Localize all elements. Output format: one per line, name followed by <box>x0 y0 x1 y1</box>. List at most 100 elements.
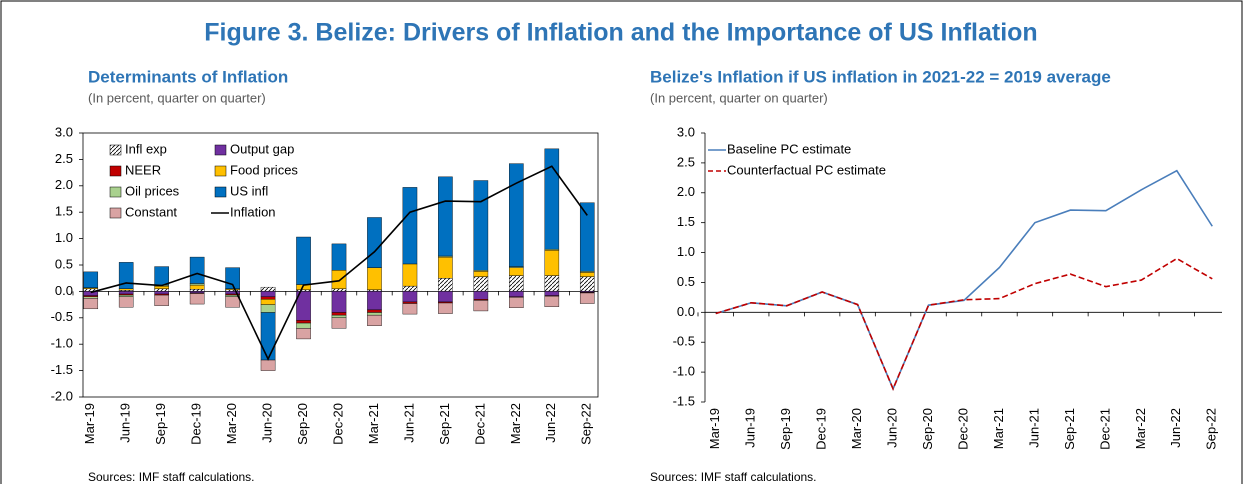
bar-segment <box>189 256 205 284</box>
x-tick-label: Dec-20 <box>330 403 345 445</box>
y-tick-label: 3.0 <box>55 124 73 139</box>
x-tick-label: Mar-20 <box>849 408 864 449</box>
y-tick-label: -2.0 <box>51 388 73 403</box>
legend-label: US infl <box>230 183 268 198</box>
bar-segment <box>260 286 276 292</box>
y-tick-label: -1.5 <box>673 393 695 408</box>
bar-segment <box>225 289 240 292</box>
bar-segment <box>402 303 418 315</box>
chart-subtitle: (In percent, quarter on quarter) <box>650 90 828 105</box>
legend-label: Oil prices <box>125 183 180 198</box>
bar-segment <box>367 217 382 268</box>
legend-label: Output gap <box>230 141 294 156</box>
bar-segment <box>367 267 382 291</box>
legend-label: Food prices <box>230 162 298 177</box>
legend-swatch <box>109 207 122 219</box>
bar-segment <box>118 294 134 297</box>
bar-segment <box>154 291 169 295</box>
legend-swatch <box>214 144 227 156</box>
x-tick-label: Sep-22 <box>579 403 594 445</box>
bar-segment <box>367 314 382 326</box>
y-tick-label: 1.0 <box>55 230 73 245</box>
bar-segment <box>579 276 595 292</box>
x-tick-label: Dec-21 <box>1097 408 1112 450</box>
bar-segment <box>509 291 524 297</box>
x-tick-label: Sep-19 <box>153 403 168 445</box>
chart-title: Determinants of Inflation <box>88 67 288 86</box>
x-tick-label: Jun-19 <box>743 408 758 448</box>
bar-segment <box>402 187 418 265</box>
source-note: Sources: IMF staff calculations. <box>88 470 255 484</box>
x-tick-label: Mar-22 <box>1133 408 1148 449</box>
bar-segment <box>83 271 99 288</box>
bar-segment <box>544 291 560 296</box>
bar-segment <box>473 291 489 300</box>
x-tick-label: Mar-19 <box>82 403 97 444</box>
chart-title: Belize's Inflation if US inflation in 20… <box>650 67 1111 86</box>
bar-segment <box>260 359 276 371</box>
bar-segment <box>544 148 560 250</box>
bar-segment <box>260 312 276 361</box>
bar-segment <box>402 263 418 287</box>
x-tick-label: Sep-21 <box>1062 408 1077 450</box>
line <box>715 257 1213 391</box>
y-tick-label: 0.5 <box>677 274 695 289</box>
y-tick-label: 3.0 <box>677 124 695 139</box>
line <box>715 169 1213 391</box>
bar-segment <box>509 275 524 292</box>
bar-segment <box>579 202 595 272</box>
x-tick-label: Jun-21 <box>1026 408 1041 448</box>
legend-label: Baseline PC estimate <box>727 141 851 156</box>
x-tick-label: Sep-19 <box>778 408 793 450</box>
bar-segment <box>154 266 169 286</box>
bar-segment <box>331 270 347 289</box>
bar-segment <box>544 275 560 292</box>
bar-segment <box>189 291 205 294</box>
chart-subtitle: (In percent, quarter on quarter) <box>88 90 266 105</box>
x-tick-label: Mar-21 <box>366 403 381 444</box>
figure-title: Figure 3. Belize: Drivers of Inflation a… <box>204 19 1037 47</box>
y-tick-label: -1.0 <box>51 336 73 351</box>
y-tick-label: -0.5 <box>51 309 73 324</box>
y-tick-label: 2.0 <box>55 177 73 192</box>
bar-segment <box>473 271 489 277</box>
bar-segment <box>118 296 134 308</box>
bar-segment <box>189 289 205 292</box>
bar-segment <box>402 291 418 303</box>
bar-segment <box>331 317 347 329</box>
bar-segment <box>118 291 134 295</box>
bar-segment <box>83 298 99 310</box>
bar-segment <box>473 300 489 312</box>
y-tick-label: 0.5 <box>55 256 73 271</box>
bar-segment <box>544 250 560 276</box>
x-tick-label: Dec-20 <box>955 408 970 450</box>
y-tick-label: 2.5 <box>677 154 695 169</box>
bar-segment <box>260 296 276 300</box>
y-tick-label: -0.5 <box>673 334 695 349</box>
bar-segment <box>296 320 311 324</box>
y-tick-label: 1.0 <box>677 244 695 259</box>
x-tick-label: Sep-22 <box>1204 408 1219 450</box>
x-tick-label: Jun-22 <box>543 403 558 443</box>
bar-segment <box>544 295 560 307</box>
bar-segment <box>438 302 453 314</box>
bar-segment <box>438 256 453 279</box>
bar-segment <box>189 283 205 286</box>
y-tick-label: 0.0 <box>55 283 73 298</box>
x-tick-label: Dec-21 <box>472 403 487 445</box>
y-tick-label: 2.5 <box>55 151 73 166</box>
bar-segment <box>331 314 347 319</box>
legend-label: Counterfactual PC estimate <box>727 162 886 177</box>
bar-segment <box>296 328 311 340</box>
bar-segment <box>154 294 169 306</box>
bar-segment <box>579 292 595 304</box>
x-tick-label: Sep-21 <box>437 403 452 445</box>
bar-segment <box>189 293 205 305</box>
bar-segment <box>260 291 276 297</box>
bar-segment <box>367 291 382 311</box>
x-tick-label: Sep-20 <box>920 408 935 450</box>
bar-segment <box>118 262 134 289</box>
bar-segment <box>154 285 169 289</box>
y-tick-label: -1.5 <box>51 362 73 377</box>
